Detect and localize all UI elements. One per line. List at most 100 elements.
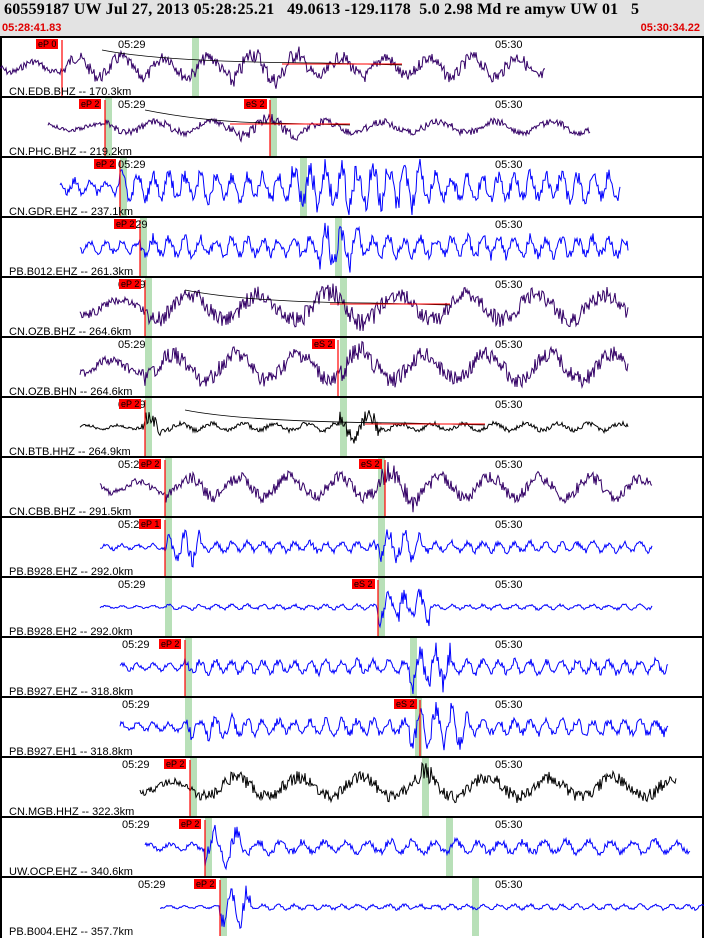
phase-window [120,158,127,216]
waveform-plot [119,638,669,696]
trace-panel[interactable]: 05:29 05:30 eP 2 UW.OCP.EHZ -- 340.6km [0,816,704,878]
minute-tick-label: 05:29 [122,819,150,831]
s-pick-flag[interactable]: eS 2 [352,579,375,589]
phase-window [220,878,227,936]
panel-border-right [702,158,704,218]
waveform-plot [79,278,629,336]
p-pick-flag[interactable]: eP 2 [194,879,217,889]
coda-curve [101,49,403,66]
waveform-plot [139,758,677,816]
waveform-trace [59,158,621,216]
waveform-plot [99,578,653,636]
minute-tick-label: 05:29 [118,459,146,471]
minute-tick-label: 05:29 [118,159,146,171]
station-label: CN.CBB.BHZ -- 291.5km [9,506,132,518]
trace-panel[interactable]: 05:29 05:30 eP 2 eS 2 CN.PHC.BHZ -- 219.2km [0,96,704,158]
phase-window [472,878,479,936]
panel-border-left [0,638,2,698]
p-pick-flag[interactable]: eP 1 [139,519,162,529]
phase-window [340,398,347,456]
minute-tick-label: 05:29 [118,39,146,51]
station-label: CN.OZB.BHN -- 264.6km [9,386,133,398]
s-pick-flag[interactable]: eS 2 [359,459,382,469]
p-pick-flag[interactable]: eP 2 [114,219,137,229]
trace-panel[interactable]: 05:29 05:30 eP 2 CN.MGB.HHZ -- 322.3km [0,756,704,818]
station-label: CN.EDB.BHZ -- 170.3km [9,86,132,98]
panel-border-right [702,758,704,818]
coda-curve [184,289,451,306]
phase-window [140,218,147,276]
panel-border-right [702,878,704,938]
minute-tick-label: 05:29 [122,759,150,771]
trace-panel[interactable]: 05:29 05:30 eP 2 CN.GDR.EHZ -- 237.1km [0,156,704,218]
panel-border-right [702,578,704,638]
trace-panel[interactable]: 05:29 05:30 eP 2 PB.B004.EHZ -- 357.7km [0,876,704,938]
s-pick-flag[interactable]: eS 2 [394,699,417,709]
p-pick-flag[interactable]: eP 2 [119,399,142,409]
phase-window [300,158,307,216]
phase-window [192,38,199,96]
coda-curve [184,409,486,426]
waveform-trace [99,461,653,513]
p-pick-flag[interactable]: eP 2 [164,759,187,769]
waveform-trace [119,701,669,751]
panel-border-right [702,218,704,278]
p-pick-flag[interactable]: eP 2 [159,639,182,649]
station-label: PB.B004.EHZ -- 357.7km [9,926,134,938]
p-pick-flag[interactable]: eP 2 [94,159,117,169]
minute-tick-label: 05:30 [495,519,523,531]
minute-tick-label: 05:30 [495,99,523,111]
minute-tick-label: 05:30 [495,819,523,831]
s-pick-flag[interactable]: eS 2 [244,99,267,109]
trace-panel[interactable]: 05:29 05:30 eS 2 PB.B927.EH1 -- 318.8km [0,696,704,758]
minute-tick-label: 05:29 [118,579,146,591]
waveform-plot [119,698,669,756]
waveform-plot [144,818,691,876]
window-start-time: 05:28:41.83 [2,22,62,34]
panel-border-left [0,98,2,158]
waveform-trace [99,588,653,629]
trace-panel[interactable]: 05:29 05:30 eP 0 CN.EDB.BHZ -- 170.3km [0,36,704,98]
phase-window [165,518,172,576]
waveform-plot [79,218,629,276]
panel-border-left [0,818,2,878]
trace-panel[interactable]: 05:29 05:30 eP 2 PB.B927.EHZ -- 318.8km [0,636,704,698]
trace-panel[interactable]: 05:29 05:30 eS 2 PB.B928.EH2 -- 292.0km [0,576,704,638]
p-pick-flag[interactable]: eP 2 [179,819,202,829]
waveform-trace [79,283,629,332]
p-pick-flag[interactable]: eP 2 [139,459,162,469]
event-title: 60559187 UW Jul 27, 2013 05:28:25.21 49.… [4,1,640,18]
panel-border-left [0,758,2,818]
phase-window [165,458,172,516]
panel-border-right [702,98,704,158]
panel-border-left [0,578,2,638]
trace-panel[interactable]: 05:29 05:30 eP 1 PB.B928.EHZ -- 292.0km [0,516,704,578]
phase-window [165,578,172,636]
trace-panel[interactable]: 05:29 05:30 eP 2 eS 2 CN.CBB.BHZ -- 291.5km [0,456,704,518]
trace-panel[interactable]: 05:29 05:30 eS 2 CN.OZB.BHN -- 264.6km [0,336,704,398]
minute-tick-label: 05:29 [122,639,150,651]
p-pick-flag[interactable]: eP 2 [79,99,102,109]
panel-border-right [702,518,704,578]
waveform-trace [139,761,677,804]
station-label: PB.B928.EHZ -- 292.0km [9,566,134,578]
minute-tick-label: 05:30 [495,399,523,411]
phase-window [185,698,192,756]
s-pick-flag[interactable]: eS 2 [312,339,335,349]
phase-window [145,338,152,396]
p-pick-flag[interactable]: eP 0 [36,39,59,49]
panel-border-left [0,698,2,758]
waveform-trace [47,113,591,143]
panel-border-left [0,158,2,218]
minute-tick-label: 05:30 [495,279,523,291]
panel-border-left [0,278,2,338]
panel-border-right [702,398,704,458]
p-pick-flag[interactable]: eP 2 [119,279,142,289]
waveform-trace [159,885,704,930]
phase-window [422,758,429,816]
panel-border-left [0,338,2,398]
minute-tick-label: 05:30 [495,39,523,51]
